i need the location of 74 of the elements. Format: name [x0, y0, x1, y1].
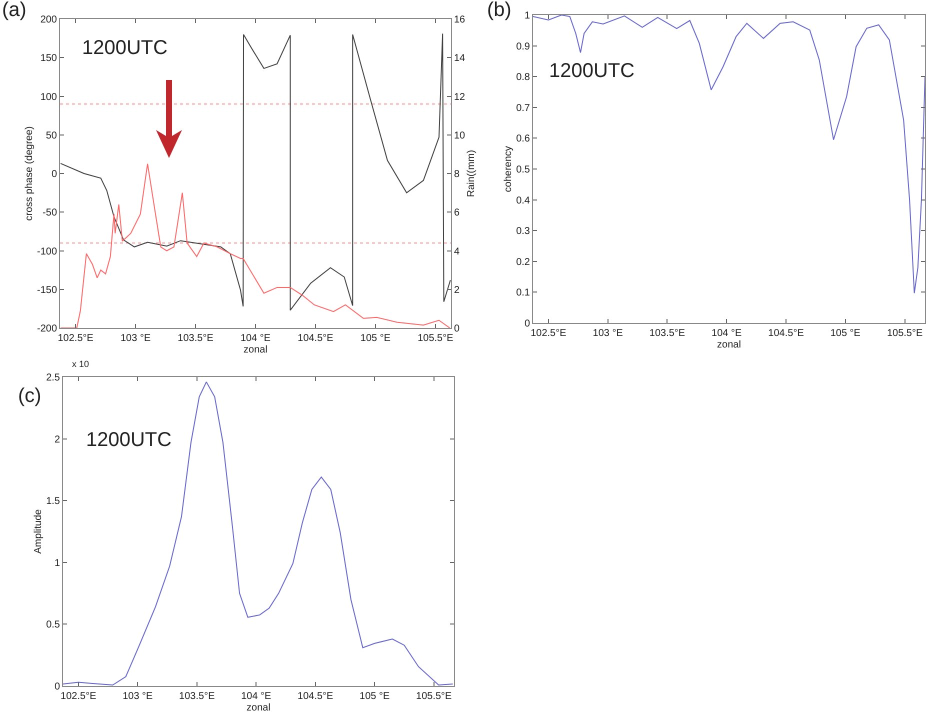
- line-series: [533, 15, 925, 294]
- x-tick-label: 105.5°E: [418, 333, 454, 344]
- x-tick-label: 104 °E: [241, 691, 272, 702]
- x-tick-label: 105 °E: [360, 691, 390, 702]
- y-tick-label: 2.5: [46, 372, 60, 384]
- y-tick-label: -200: [36, 324, 58, 334]
- annotation: 1200UTC: [549, 60, 635, 82]
- y2-tick-label: 0: [454, 324, 460, 334]
- y2-tick-label: 10: [454, 130, 466, 142]
- x-tick-label: 103.5°E: [178, 333, 214, 344]
- y-tick-label: 0.7: [516, 102, 530, 114]
- x-tick-label: 104.5°E: [298, 333, 334, 344]
- y-tick-label: -50: [42, 208, 58, 219]
- y-tick-label: 1.5: [46, 496, 60, 508]
- y-axis-title: Amplitude: [33, 508, 44, 554]
- chart-title: (b): [487, 0, 512, 21]
- x-tick-label: 105 °E: [830, 328, 861, 339]
- y2-tick-label: 4: [454, 246, 460, 258]
- annotation: 1200UTC: [82, 37, 168, 59]
- x-tick-label: 103.5°E: [649, 328, 686, 339]
- y-tick-label: 0.1: [516, 288, 530, 299]
- y-tick-label: 2: [54, 434, 60, 446]
- y2-tick-label: 12: [454, 92, 466, 103]
- y-tick-label: 200: [40, 14, 58, 26]
- x-tick-label: 105 °E: [360, 333, 391, 344]
- y-tick-label: 150: [40, 53, 58, 64]
- y-tick-label: 0: [51, 169, 58, 180]
- y2-tick-label: 2: [454, 284, 460, 296]
- y-axis-title: cross phase (degree): [24, 126, 35, 221]
- y-tick-label: 1: [54, 558, 60, 569]
- y-tick-label: 1: [524, 10, 530, 22]
- y2-tick-label: 14: [454, 53, 466, 64]
- x-tick-label: 105.5°E: [416, 691, 452, 702]
- y-tick-label: 0: [54, 682, 60, 692]
- y-tick-label: 100: [40, 92, 58, 103]
- y2-tick-label: 16: [454, 14, 466, 26]
- y-tick-label: 50: [46, 130, 58, 142]
- x-tick-label: 104 °E: [712, 328, 742, 339]
- y-tick-label: 0.4: [516, 195, 530, 206]
- x-tick-label: 104 °E: [240, 333, 271, 344]
- x-axis-title: zonal: [717, 340, 741, 350]
- y2-tick-label: 8: [454, 169, 460, 180]
- y-axis-title: coherency: [503, 146, 514, 192]
- x-tick-label: 102.5°E: [530, 328, 567, 339]
- y-tick-label: -150: [36, 284, 58, 296]
- y-tick-label: 0.3: [516, 226, 530, 238]
- chart-title: (a): [2, 0, 26, 21]
- y-tick-label: -100: [36, 246, 58, 258]
- y-tick-label: 0.8: [516, 72, 530, 84]
- x-tick-label: 105.5°E: [886, 328, 923, 339]
- line-series: [60, 33, 451, 311]
- y-tick-label: 0: [524, 318, 530, 330]
- y2-axis-title: Rain((mm): [466, 150, 478, 198]
- chart-title: (c): [18, 385, 42, 407]
- line-series: [60, 163, 450, 328]
- y2-tick-label: 6: [454, 208, 460, 219]
- annotation: 1200UTC: [86, 429, 172, 451]
- x-tick-label: 103 °E: [122, 691, 154, 702]
- text: x 10: [72, 359, 90, 369]
- y-tick-label: 0.9: [516, 41, 530, 52]
- x-tick-label: 102.5°E: [60, 691, 97, 702]
- x-tick-label: 104.5°E: [298, 691, 334, 702]
- y-tick-label: 0.5: [46, 620, 60, 631]
- y-tick-label: 0.2: [516, 256, 530, 268]
- x-tick-label: 103 °E: [120, 333, 151, 344]
- x-axis-title: zonal: [246, 702, 270, 714]
- x-tick-label: 103 °E: [592, 328, 624, 339]
- y-tick-label: 0.5: [516, 164, 530, 176]
- x-tick-label: 103.5°E: [179, 691, 216, 702]
- x-axis-title: zonal: [244, 344, 268, 356]
- x-tick-label: 102.5°E: [58, 333, 94, 344]
- y-tick-label: 0.6: [516, 134, 530, 145]
- x-tick-label: 104.5°E: [768, 328, 804, 339]
- line-series: [63, 381, 454, 686]
